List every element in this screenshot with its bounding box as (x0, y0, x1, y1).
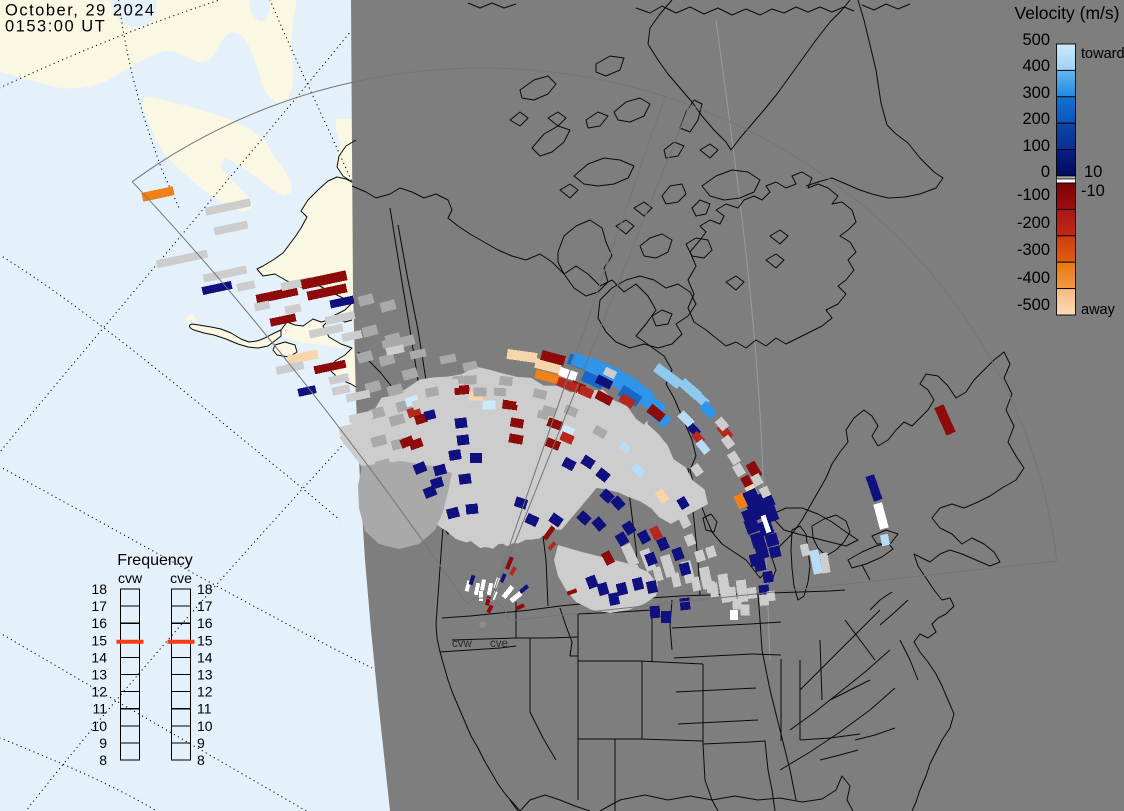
svg-text:-200: -200 (1017, 214, 1050, 232)
svg-text:cve: cve (170, 570, 192, 586)
svg-text:16: 16 (197, 615, 213, 631)
svg-text:15: 15 (91, 632, 107, 648)
svg-text:17: 17 (91, 598, 107, 614)
svg-text:Frequency: Frequency (117, 552, 193, 569)
svg-text:toward: toward (1081, 46, 1124, 62)
svg-text:15: 15 (197, 632, 213, 648)
svg-text:-300: -300 (1017, 241, 1050, 259)
svg-text:11: 11 (197, 701, 212, 717)
svg-text:away: away (1081, 302, 1116, 318)
svg-text:14: 14 (197, 649, 213, 665)
svg-text:0: 0 (1041, 163, 1050, 181)
svg-text:Velocity (m/s): Velocity (m/s) (1014, 3, 1119, 23)
svg-text:13: 13 (91, 667, 107, 683)
svg-text:11: 11 (92, 701, 107, 717)
svg-text:8: 8 (197, 752, 205, 768)
svg-text:10: 10 (91, 718, 107, 734)
svg-text:10: 10 (197, 718, 213, 734)
svg-text:9: 9 (197, 735, 205, 751)
svg-text:-500: -500 (1017, 296, 1050, 314)
svg-text:100: 100 (1022, 137, 1050, 155)
svg-text:17: 17 (197, 598, 213, 614)
svg-text:cvw: cvw (118, 570, 143, 586)
svg-text:-100: -100 (1017, 186, 1050, 204)
svg-text:October, 29 2024: October, 29 2024 (5, 2, 156, 20)
svg-text:-400: -400 (1017, 269, 1050, 287)
svg-text:13: 13 (197, 667, 213, 683)
svg-text:-10: -10 (1081, 182, 1105, 200)
svg-text:400: 400 (1022, 57, 1050, 75)
svg-text:9: 9 (99, 735, 107, 751)
svg-text:200: 200 (1022, 110, 1050, 128)
svg-text:cvw: cvw (452, 638, 473, 650)
svg-text:10: 10 (1084, 163, 1102, 181)
svg-text:8: 8 (99, 752, 107, 768)
svg-text:18: 18 (197, 581, 213, 597)
svg-text:cve: cve (490, 638, 508, 650)
svg-text:18: 18 (91, 581, 107, 597)
svg-text:12: 12 (197, 684, 213, 700)
svg-text:500: 500 (1022, 31, 1050, 49)
svg-text:12: 12 (91, 684, 107, 700)
svg-text:16: 16 (91, 615, 107, 631)
svg-text:0153:00 UT: 0153:00 UT (5, 18, 106, 36)
svg-text:300: 300 (1022, 84, 1050, 102)
svg-text:14: 14 (91, 649, 107, 665)
